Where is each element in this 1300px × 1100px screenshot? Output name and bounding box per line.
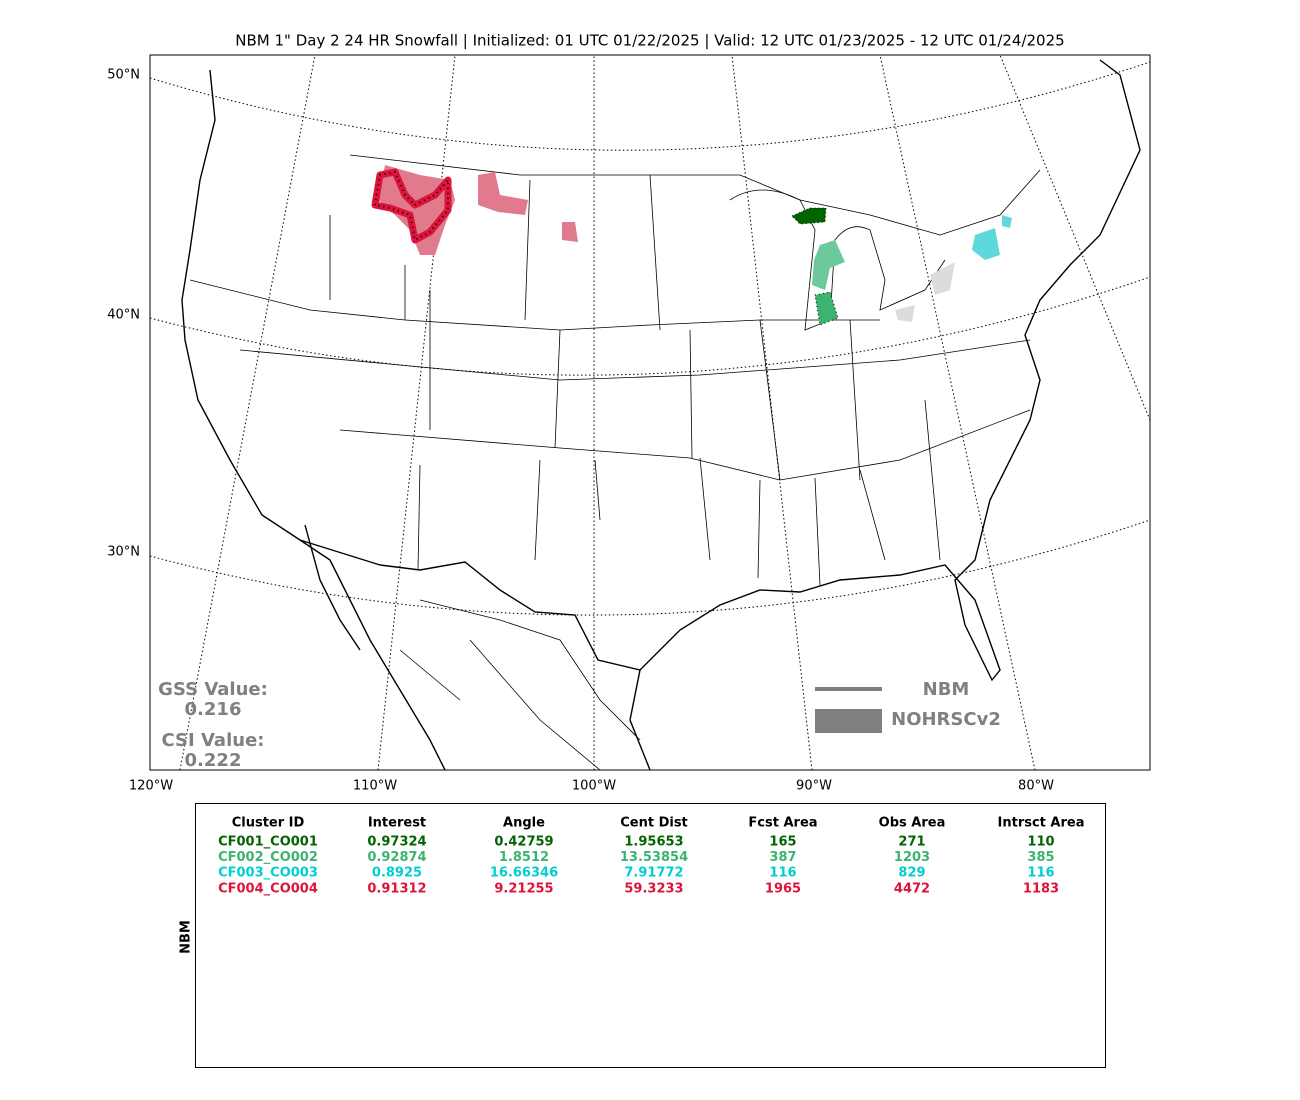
table-cell: 0.91312 [367,882,426,897]
graticule [999,55,1150,421]
table-cell: 385 [1027,850,1054,865]
column-header: Interest [368,816,426,831]
observed-area [562,222,578,242]
lon-label: 110°W [353,779,397,794]
table-cell: 165 [769,835,796,850]
table-cell: 1965 [765,882,801,897]
table-cell: 0.97324 [367,835,426,850]
observed-area [972,228,1000,260]
mexico-line [399,599,641,770]
table-cell: 1203 [894,850,930,865]
table-cell: 116 [1027,866,1054,881]
state-line [339,409,1031,481]
table-cell: 4472 [894,882,930,897]
table-cell: 110 [1027,835,1054,850]
table-cell: 59.3233 [624,882,683,897]
coastline [299,59,1141,682]
table-cell: 16.66346 [490,866,558,881]
table-cell: 0.8925 [372,866,422,881]
map-frame [149,54,1151,771]
table-cell: 829 [898,866,925,881]
column-header: Angle [503,816,545,831]
lon-label: 100°W [572,779,616,794]
state-line [329,174,941,561]
graticule [179,55,316,770]
table-cell: 1183 [1023,882,1059,897]
lon-label: 80°W [1018,779,1054,794]
csi-value: 0.222 [185,750,242,771]
observed-area [378,165,455,255]
side-label: NBM [179,920,194,954]
legend-label: NOHRSCv2 [891,709,1001,730]
table-cell: 0.92874 [367,850,426,865]
table-cell: 387 [769,850,796,865]
observed-area [1002,215,1012,228]
table-cell: 271 [898,835,925,850]
table-cell: CF003_CO003 [218,866,318,881]
map: 50°N 40°N 30°N 120°W 110°W 100°W 90°W 80… [107,54,1151,794]
column-header: Obs Area [879,816,946,831]
lat-label: 40°N [107,308,140,323]
table-cell: 1.95653 [624,835,683,850]
state-line [417,457,886,586]
table-cell: CF001_CO001 [218,835,318,850]
lat-label: 30°N [107,545,140,560]
column-header: Fcst Area [748,816,817,831]
gss-value: 0.216 [185,699,242,720]
graticule [150,61,1150,151]
legend-label: NBM [923,679,970,700]
forecast-object [814,291,839,326]
table-cell: 7.91772 [624,866,683,881]
table-cell: 13.53854 [620,850,688,865]
gss-label: GSS Value: [158,679,268,700]
observed-area [895,262,955,322]
csi-label: CSI Value: [162,730,265,751]
column-header: Intrsct Area [998,816,1085,831]
graticule [150,519,1150,616]
coastline [304,524,361,651]
observed-area [478,172,528,215]
table-frame [195,803,1106,1068]
column-header: Cluster ID [232,816,305,831]
table-cell: CF004_CO004 [218,882,318,897]
state-line [239,339,1031,381]
table-cell: 1.8512 [499,850,549,865]
legend-patch [815,709,882,733]
snow-objects [371,165,1012,326]
observed-area [812,240,845,290]
coastline [629,669,651,770]
table-cell: 9.21255 [494,882,553,897]
lat-label: 50°N [107,68,140,83]
lon-label: 120°W [129,779,173,794]
graticule [150,276,1150,376]
great-lakes [729,189,946,331]
forecast-outline [373,170,449,242]
stats-table: NBM Cluster ID Interest Angle Cent Dist Fcst… [179,803,1106,1068]
column-header: Cent Dist [620,816,688,831]
table-cell: CF002_CO002 [218,850,318,865]
table-cell: 0.42759 [494,835,553,850]
table-cell: 116 [769,866,796,881]
coastline [181,69,446,770]
forecast-object [791,207,827,225]
title: NBM 1" Day 2 24 HR Snowfall | Initialize… [235,32,1064,50]
lon-label: 90°W [796,779,832,794]
